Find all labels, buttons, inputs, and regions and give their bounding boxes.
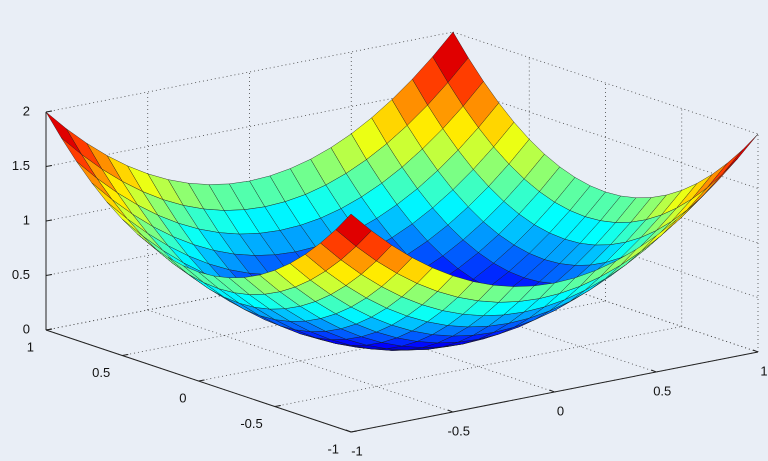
x-tick-label: -0.5 [448,423,470,438]
x-tick [651,369,657,373]
z-tick [45,165,53,167]
x-tick-label: 0.5 [653,383,671,398]
x-tick-label: 0 [557,403,564,418]
y-tick [274,405,281,407]
x-tick [447,409,453,413]
z-tick-label: 0.5 [12,267,30,282]
x-tick-label: 1 [760,363,767,378]
x-tick-label: -1 [351,443,363,458]
y-tick [122,354,129,356]
grid-line [452,31,759,135]
y-tick-label: 1 [27,339,34,354]
z-tick [45,219,53,222]
z-tick-label: 1 [23,212,30,227]
x-tick [345,429,352,433]
grid-line [452,86,759,189]
z-tick-label: 2 [23,103,30,118]
y-tick [45,328,53,331]
z-tick-label: 0 [23,321,30,336]
x-tick [752,349,759,353]
y-tick-label: -0.5 [240,416,262,431]
y-tick [350,430,358,433]
y-tick-label: 0 [179,390,186,405]
x-tick [549,389,555,393]
z-tick [45,274,53,276]
y-tick [198,379,205,382]
y-tick-label: 0.5 [92,365,110,380]
surface-patch [335,213,372,247]
z-tick-label: 1.5 [12,158,30,173]
y-tick-label: -1 [327,441,339,456]
z-tick [45,110,53,113]
grid-line [147,309,453,413]
